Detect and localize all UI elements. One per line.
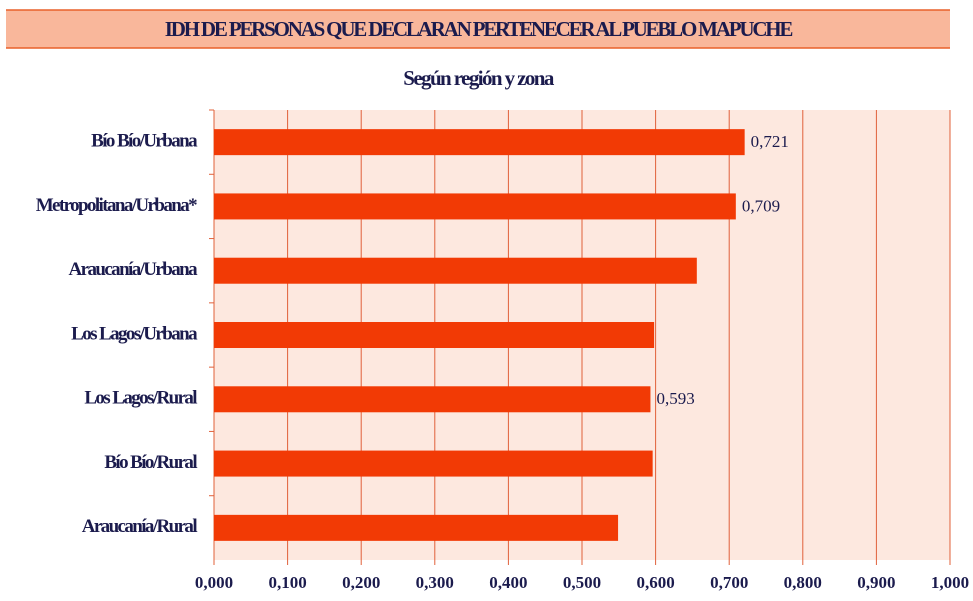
y-tick-label: Bío Bío/Urbana — [91, 131, 198, 152]
y-tick-label: Araucanía/Rural — [82, 516, 198, 537]
x-tick-label: 0,000 — [195, 573, 233, 592]
y-tick-label: Bío Bío/Rural — [104, 452, 197, 473]
x-tick-label: 0,800 — [784, 573, 822, 592]
x-tick-label: 0,200 — [342, 573, 380, 592]
x-tick-label: 0,900 — [857, 573, 895, 592]
bar — [214, 129, 745, 156]
x-tick-label: 0,500 — [563, 573, 601, 592]
bar — [214, 322, 655, 348]
bar — [214, 193, 736, 220]
y-tick-label: Los Lagos/Urbana — [71, 323, 198, 344]
x-tick-label: 0,400 — [489, 573, 527, 592]
title-band — [6, 10, 950, 48]
bar — [214, 514, 619, 541]
bar — [214, 450, 653, 477]
value-label: 0,709 — [742, 196, 780, 215]
bar — [214, 386, 651, 413]
y-tick-label: Metropolitana/Urbana* — [36, 195, 197, 216]
x-tick-label: 0,700 — [710, 573, 748, 592]
chart-title: IDH DE PERSONAS QUE DECLARAN PERTENECER … — [165, 17, 793, 41]
bar — [214, 257, 697, 284]
x-tick-label: 0,100 — [268, 573, 306, 592]
x-tick-label: 1,000 — [931, 573, 969, 592]
chart-subtitle: Según región y zona — [403, 66, 555, 90]
x-tick-label: 0,600 — [636, 573, 674, 592]
value-label: 0,721 — [751, 132, 789, 151]
y-tick-label: Los Lagos/Rural — [84, 388, 197, 409]
x-tick-label: 0,300 — [416, 573, 454, 592]
value-label: 0,593 — [656, 389, 694, 408]
y-tick-label: Araucanía/Urbana — [69, 259, 199, 280]
